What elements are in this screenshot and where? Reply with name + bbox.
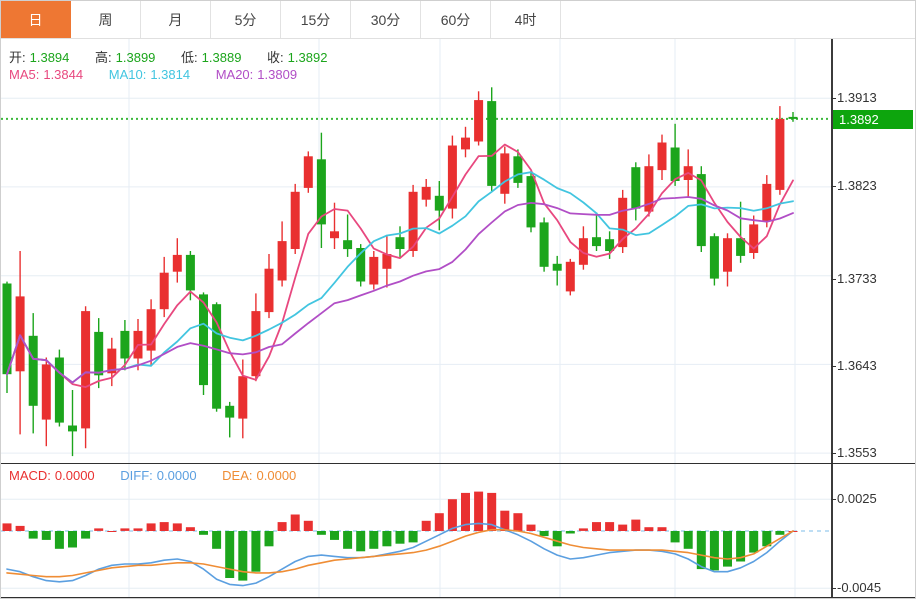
bottom-axis-line (1, 597, 915, 598)
main-candlestick-chart[interactable] (1, 39, 831, 463)
high-label: 高: (95, 50, 112, 65)
tab-weekly[interactable]: 周 (71, 1, 141, 38)
price-tick-4: 1.3643 (831, 358, 915, 374)
price-tick-1: 1.3913 (831, 90, 915, 106)
open-label: 开: (9, 50, 26, 65)
tab-15min[interactable]: 15分 (281, 1, 351, 38)
ma5-value: 1.3844 (43, 67, 84, 82)
diff-value: 0.0000 (156, 468, 197, 483)
price-tick-2: 1.3823 (831, 178, 915, 194)
close-value: 1.3892 (287, 50, 328, 65)
macd-legend: MACD: 0.0000 DIFF: 0.0000 DEA: 0.0000 (9, 468, 300, 483)
period-tabbar: 日 周 月 5分 15分 30分 60分 4时 (1, 1, 915, 39)
tab-monthly[interactable]: 月 (141, 1, 211, 38)
tabbar-filler (561, 1, 915, 38)
macd-value: 0.0000 (54, 468, 95, 483)
tab-4hour[interactable]: 4时 (491, 1, 561, 38)
panel-separator-line (1, 463, 915, 464)
low-label: 低: (181, 50, 198, 65)
ma10-value: 1.3814 (150, 67, 191, 82)
low-value: 1.3889 (201, 50, 242, 65)
macd-label: MACD: (9, 468, 51, 483)
macd-tick-upper: 0.0025 (831, 491, 915, 507)
macd-chart-area[interactable] (1, 463, 831, 599)
price-tick-3: 1.3733 (831, 271, 915, 287)
ma10-label: MA10: (108, 67, 147, 82)
dea-value: 0.0000 (256, 468, 297, 483)
macd-tick-lower: -0.0045 (831, 580, 915, 596)
diff-label: DIFF: (120, 468, 153, 483)
tab-5min[interactable]: 5分 (211, 1, 281, 38)
ohlc-legend: 开: 1.3894 高: 1.3899 低: 1.3889 收: 1.3892 (9, 47, 331, 66)
ma5-label: MA5: (9, 67, 40, 82)
ma20-label: MA20: (215, 67, 254, 82)
high-value: 1.3899 (115, 50, 156, 65)
tab-daily[interactable]: 日 (1, 1, 71, 38)
main-chart-area[interactable] (1, 39, 831, 463)
close-label: 收: (267, 50, 284, 65)
dea-label: DEA: (222, 468, 253, 483)
tab-30min[interactable]: 30分 (351, 1, 421, 38)
open-value: 1.3894 (29, 50, 70, 65)
tab-60min[interactable]: 60分 (421, 1, 491, 38)
ma-legend: MA5: 1.3844 MA10: 1.3814 MA20: 1.3809 (9, 67, 301, 82)
ma20-value: 1.3809 (257, 67, 298, 82)
price-axis-line (831, 39, 833, 598)
price-tick-5: 1.3553 (831, 445, 915, 461)
macd-chart[interactable] (1, 463, 831, 599)
last-price-badge: 1.3892 (833, 110, 913, 129)
